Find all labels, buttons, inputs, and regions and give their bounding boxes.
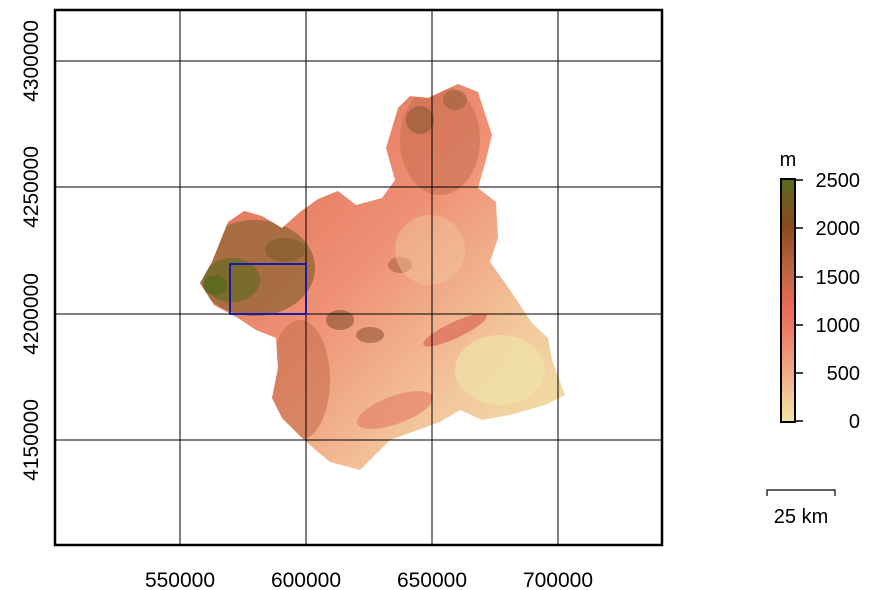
legend-colorbar xyxy=(780,178,796,423)
y-tick-label: 4200000 xyxy=(20,273,43,355)
scale-bar: 25 km xyxy=(766,489,836,528)
x-tick-label: 550000 xyxy=(145,569,215,590)
legend-label: 500 xyxy=(827,363,860,385)
x-tick-label: 600000 xyxy=(271,569,341,590)
legend-unit: m xyxy=(780,149,797,171)
y-tick-label: 4150000 xyxy=(20,399,43,481)
legend-ticks xyxy=(795,179,803,422)
x-axis-labels: 550000 600000 650000 700000 xyxy=(145,569,593,590)
elevation-legend: m 2500 2000 1500 1000 500 0 xyxy=(780,149,860,433)
x-tick-label: 700000 xyxy=(523,569,593,590)
graticule xyxy=(55,10,662,545)
scale-bar-label: 25 km xyxy=(774,506,828,528)
legend-label: 2000 xyxy=(816,218,861,240)
x-tick-label: 650000 xyxy=(397,569,467,590)
legend-label: 1500 xyxy=(816,267,861,289)
legend-label: 1000 xyxy=(816,315,861,337)
highlight-box xyxy=(229,263,307,315)
map-frame xyxy=(53,8,664,547)
y-axis-labels: 4300000 4250000 4200000 4150000 xyxy=(20,20,43,481)
legend-label: 2500 xyxy=(816,170,861,192)
y-tick-label: 4250000 xyxy=(20,146,43,228)
y-tick-label: 4300000 xyxy=(20,20,43,102)
elevation-region xyxy=(200,84,565,470)
legend-label: 0 xyxy=(849,411,860,433)
